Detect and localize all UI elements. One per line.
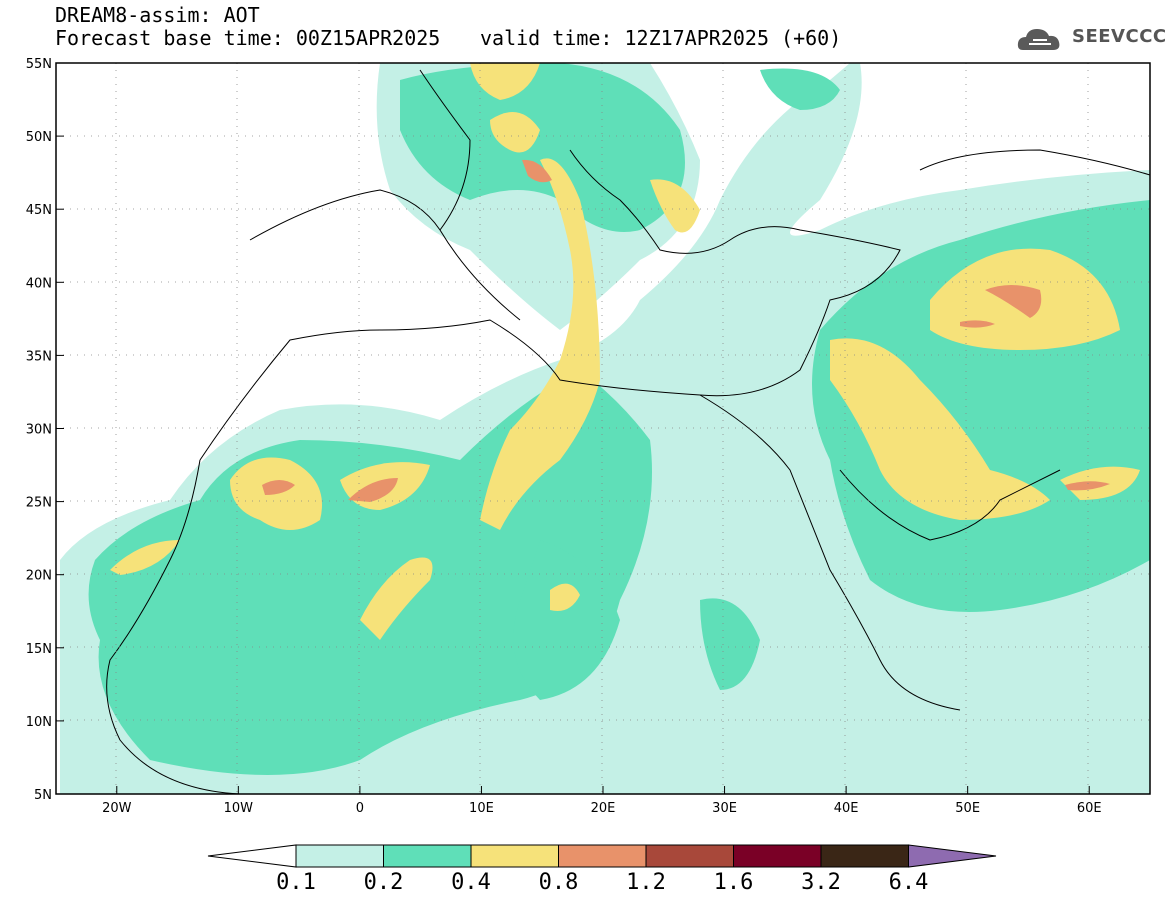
colorbar-over-arrow xyxy=(908,844,997,868)
lat-tick-label: 10N xyxy=(26,715,52,730)
colorbar-label: 3.2 xyxy=(801,870,841,895)
lon-tick-label: 10E xyxy=(469,801,494,816)
lon-tick-label: 40E xyxy=(834,801,859,816)
lat-tick-label: 30N xyxy=(26,423,52,438)
colorbar-label: 0.4 xyxy=(451,870,491,895)
colorbar-box-0.2 xyxy=(383,844,472,868)
colorbar-box-0.4 xyxy=(470,844,559,868)
lat-tick-label: 25N xyxy=(26,496,52,511)
cloud-icon xyxy=(1017,29,1060,50)
colorbar-box-1.2 xyxy=(645,844,734,868)
colorbar xyxy=(207,844,997,868)
lon-tick-label: 50E xyxy=(955,801,980,816)
lon-tick-label: 20W xyxy=(102,801,132,816)
colorbar-box-3.2 xyxy=(820,844,909,868)
colorbar-label: 0.8 xyxy=(538,870,579,895)
lon-tick-label: 60E xyxy=(1077,801,1102,816)
lon-tick-label: 20E xyxy=(591,801,616,816)
lat-tick-label: 45N xyxy=(26,203,52,218)
graticule xyxy=(56,63,1150,794)
logo-text: SEEVCCC xyxy=(1072,26,1165,47)
lon-tick-label: 0 xyxy=(356,801,364,816)
colorbar-label: 0.1 xyxy=(276,870,316,895)
lon-tick-label: 30E xyxy=(712,801,737,816)
aot-field-0.8 xyxy=(262,159,1110,502)
lat-tick-label: 35N xyxy=(26,349,52,364)
latitude-axis: 55N 50N 45N 40N 35N 30N 25N 20N 15N 10N 5N xyxy=(26,57,64,803)
colorbar-box-1.6 xyxy=(733,844,822,868)
lat-tick-label: 40N xyxy=(26,276,52,291)
longitude-axis: 20W 10W 0 10E 20E 30E 40E 50E 60E xyxy=(102,786,1102,816)
lat-tick-label: 55N xyxy=(26,57,52,72)
lat-tick-label: 20N xyxy=(26,569,52,584)
coastlines xyxy=(106,69,1150,794)
lat-tick-label: 50N xyxy=(26,130,52,145)
lat-tick-label: 5N xyxy=(34,788,52,803)
colorbar-box-0.1 xyxy=(295,844,384,868)
colorbar-under-arrow xyxy=(207,844,297,868)
lat-tick-label: 15N xyxy=(26,642,52,657)
colorbar-label: 0.2 xyxy=(363,870,404,895)
lon-tick-label: 10W xyxy=(224,801,254,816)
colorbar-label: 1.6 xyxy=(713,870,754,895)
valid-time: valid time: 12Z17APR2025 (+60) xyxy=(480,26,842,50)
forecast-base-time: Forecast base time: 00Z15APR2025 xyxy=(55,26,441,50)
map-title: DREAM8-assim: AOT xyxy=(55,3,260,27)
colorbar-box-0.8 xyxy=(558,844,647,868)
colorbar-label: 1.2 xyxy=(626,870,666,895)
colorbar-label: 6.4 xyxy=(888,870,929,895)
